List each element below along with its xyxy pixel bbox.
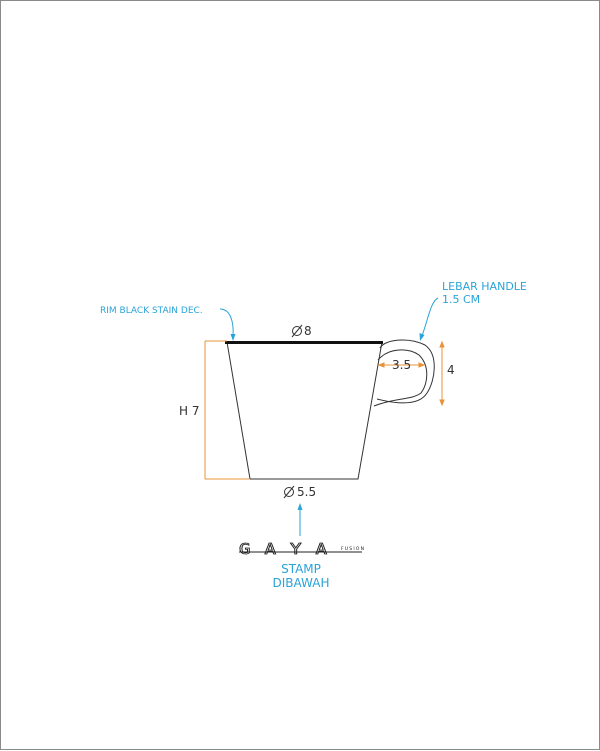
- gaya-fusion-logo: GAYA FUSION: [239, 540, 365, 559]
- handle-height-dimension: [439, 340, 445, 407]
- stamp-arrowhead: [297, 503, 303, 510]
- handle-width-label: 3.5: [392, 358, 411, 372]
- top-diameter-label: 8: [304, 324, 312, 338]
- handle-height-label: 4: [447, 363, 455, 377]
- svg-text:FUSION: FUSION: [341, 546, 365, 552]
- stamp-label-line1: STAMP: [281, 562, 321, 576]
- rim-note-arrowhead: [230, 334, 236, 341]
- handle-inner: [373, 349, 428, 407]
- handle-note-arrowhead: [419, 333, 425, 341]
- height-label: H 7: [179, 404, 199, 418]
- handle-note-leader: [421, 297, 439, 337]
- handle-width-dimension: [377, 362, 426, 368]
- stamp-label-line2: DIBAWAH: [272, 576, 329, 590]
- handle-note-line2: 1.5 CM: [442, 293, 480, 306]
- diameter-symbol-icon: [291, 324, 303, 338]
- height-dimension: [204, 340, 250, 480]
- handle-outer: [376, 339, 435, 404]
- cup-body-outline: [226, 341, 383, 480]
- svg-text:GAYA: GAYA: [239, 540, 341, 558]
- bottom-diameter-label: 5.5: [297, 485, 316, 499]
- diameter-symbol-icon: [283, 485, 295, 499]
- handle-note-line1: LEBAR HANDLE: [442, 280, 527, 293]
- rim-note-leader: [219, 308, 234, 337]
- rim-note: RIM BLACK STAIN DEC.: [100, 306, 203, 316]
